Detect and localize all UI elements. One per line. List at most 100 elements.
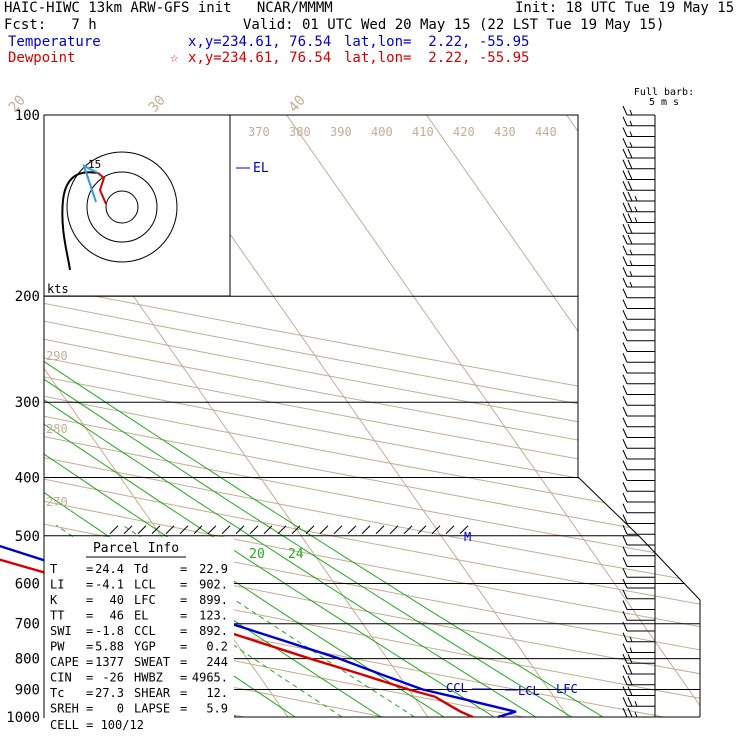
parcel-row-label: EL [134, 609, 148, 623]
freezing-level-hatch [403, 525, 413, 535]
wind-barb-flag [627, 202, 633, 212]
wind-barb-flag [622, 654, 628, 664]
temperature-latlon: lat,lon= 2.22, -55.95 [344, 34, 530, 50]
theta-label: 410 [412, 125, 434, 139]
wind-barb-flag [627, 170, 633, 180]
wind-barb-flag [622, 460, 628, 470]
wind-barb-flag [622, 492, 628, 503]
wind-barb-flag [627, 697, 633, 707]
pressure-tick-label: 900 [15, 682, 40, 698]
wind-barb-flag [622, 320, 628, 331]
el-label: EL [253, 161, 269, 176]
wind-barb-flag [622, 299, 628, 309]
freezing-level-hatch [137, 525, 147, 535]
wind-barb-flag [627, 224, 633, 234]
parcel-row-eq: = [180, 655, 187, 669]
parcel-row-value: 24.4 [95, 562, 124, 576]
parcel-row-eq: = [180, 624, 187, 638]
freezing-level-hatch [123, 525, 133, 535]
isotherm-label: 40 [286, 92, 309, 115]
parcel-row-value: 4965. [192, 671, 228, 685]
theta-label: 290 [46, 349, 68, 363]
theta-label: 390 [330, 125, 352, 139]
freezing-level-hatch [417, 525, 427, 535]
wind-barb-flag [622, 525, 628, 535]
freezing-level-hatch [249, 525, 259, 535]
wind-barb-half [629, 131, 633, 137]
wind-barb-flag [622, 148, 628, 159]
m-label: M [464, 530, 471, 544]
parcel-row-value: 123. [199, 609, 228, 623]
wind-barb-flag [622, 234, 628, 245]
mixing-ratio-label: 20 [249, 547, 265, 562]
dry-adiabat-line [44, 115, 700, 717]
parcel-row-eq: = [180, 562, 187, 576]
freezing-level-hatch [305, 525, 315, 535]
theta-label: 380 [289, 125, 311, 139]
wind-barb-flag [622, 546, 628, 556]
pressure-tick-label: 1000 [6, 710, 40, 726]
pressure-tick-label: 400 [15, 470, 40, 486]
wind-barb-flag [622, 202, 628, 212]
isotherm-line [0, 115, 8, 717]
wind-barb-flag [622, 288, 628, 298]
wind-barb-half [629, 260, 633, 266]
pressure-tick-label: 800 [15, 652, 40, 668]
wind-barb-flag [622, 396, 628, 406]
parcel-row-eq: = [86, 686, 93, 700]
freezing-level-hatch [375, 525, 385, 535]
wind-barb-flag [622, 578, 628, 589]
wind-barb-flag [622, 417, 628, 427]
hodograph: 15 kts [43, 114, 231, 297]
parcel-row-label: CIN [50, 671, 72, 685]
freezing-level-hatch [179, 525, 189, 535]
wind-barb-half [634, 206, 638, 212]
dewpoint-xy: x,y=234.61, 76.54 [188, 50, 332, 66]
hodograph-panel [43, 114, 231, 297]
parcel-row-eq: = [180, 686, 187, 700]
dry-adiabat-line [44, 115, 700, 717]
freezing-level-hatch [235, 525, 245, 535]
parcel-row-eq: = [180, 593, 187, 607]
parcel-row-eq: = [86, 671, 93, 685]
parcel-row-value: 27.3 [95, 686, 124, 700]
wind-barb-flag [622, 632, 628, 642]
parcel-row-label: LFC [134, 593, 156, 607]
parcel-row-value: 22.9 [199, 562, 228, 576]
hodograph-ring [105, 190, 139, 224]
hodograph-trace-cyan [82, 164, 99, 203]
wind-barb-flag [622, 557, 628, 567]
init-time: Init: 18 UTC Tue 19 May 15 [515, 0, 735, 16]
parcel-row-label: Tc [50, 686, 64, 700]
freezing-level-hatch [277, 525, 287, 535]
parcel-row-label: YGP [134, 640, 156, 654]
freezing-level-hatch [291, 525, 301, 535]
parcel-row-label: TT [50, 609, 64, 623]
wind-barb-profile: Full barb:5 m s [622, 87, 694, 718]
parcel-row-label: LCL [134, 578, 156, 592]
wind-barb-flag [622, 363, 628, 374]
wind-barb-half [629, 281, 633, 288]
parcel-row-label: LAPSE [134, 702, 170, 716]
freezing-level-hatch [165, 525, 175, 535]
wind-barb-flag [622, 170, 628, 180]
wind-barb-flag [622, 385, 628, 395]
wind-barb-flag [622, 697, 628, 707]
freezing-level-hatch [361, 525, 371, 535]
wind-barb-flag [622, 127, 628, 137]
wind-barb-flag [622, 159, 628, 169]
barb-legend-unit: 5 m s [649, 97, 679, 108]
freezing-level-hatch [389, 525, 399, 535]
parcel-row-eq: = [86, 655, 93, 669]
dry-adiabat-line [44, 115, 700, 717]
hodograph-trace-red [97, 172, 107, 205]
hodograph-kts-label: kts [47, 282, 69, 296]
wind-barb-flag [627, 213, 633, 223]
wind-barb-flag [622, 406, 628, 417]
wind-barb-half [629, 109, 633, 116]
wind-barb-flag [622, 224, 628, 234]
parcel-row-value: 46 [110, 609, 124, 623]
wind-barb-flag [622, 191, 628, 202]
parcel-row-value: -26 [102, 671, 124, 685]
